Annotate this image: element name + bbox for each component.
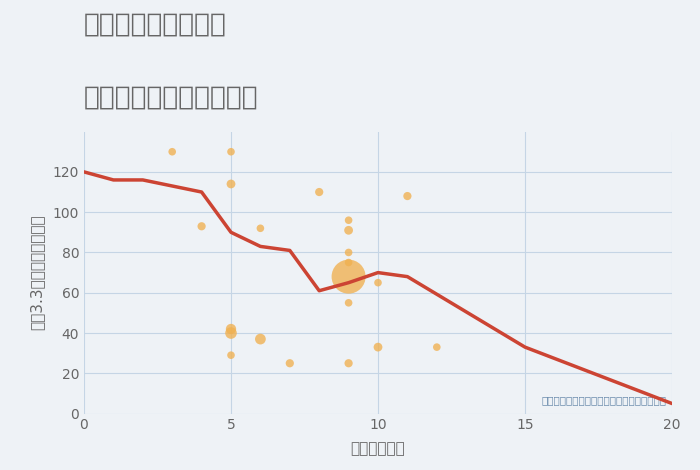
Point <box>343 227 354 234</box>
Point <box>343 249 354 256</box>
Point <box>343 259 354 266</box>
Point <box>225 352 237 359</box>
Text: 駅距離別中古戸建て価格: 駅距離別中古戸建て価格 <box>84 85 258 110</box>
Point <box>372 344 384 351</box>
Point <box>225 329 237 337</box>
Point <box>225 180 237 188</box>
X-axis label: 駅距離（分）: 駅距離（分） <box>351 441 405 456</box>
Text: 愛知県清須市桃栄の: 愛知県清須市桃栄の <box>84 12 227 38</box>
Point <box>255 225 266 232</box>
Point <box>343 273 354 281</box>
Point <box>225 325 237 333</box>
Point <box>284 360 295 367</box>
Point <box>372 279 384 286</box>
Point <box>196 222 207 230</box>
Y-axis label: 坪（3.3㎡）単価（万円）: 坪（3.3㎡）単価（万円） <box>29 215 44 330</box>
Point <box>402 192 413 200</box>
Point <box>343 299 354 306</box>
Point <box>225 148 237 156</box>
Point <box>314 188 325 196</box>
Text: 円の大きさは、取引のあった物件面積を示す: 円の大きさは、取引のあった物件面積を示す <box>541 395 666 405</box>
Point <box>343 217 354 224</box>
Point <box>255 335 266 343</box>
Point <box>431 344 442 351</box>
Point <box>343 360 354 367</box>
Point <box>167 148 178 156</box>
